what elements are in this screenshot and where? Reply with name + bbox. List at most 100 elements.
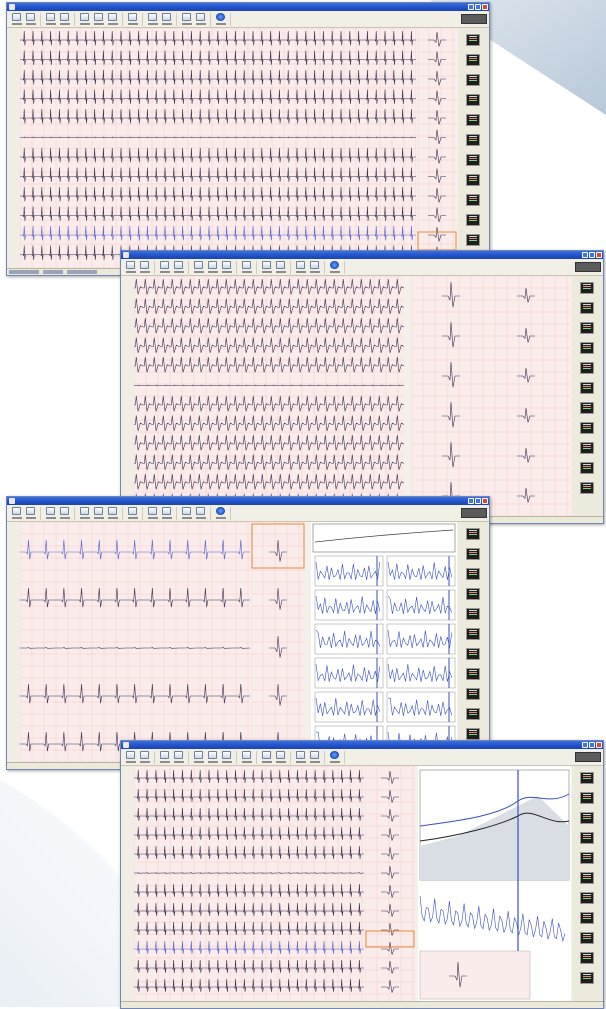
side-control-button[interactable] [580, 952, 594, 964]
toolbar-button[interactable] [261, 750, 272, 764]
toolbar-button[interactable] [275, 260, 286, 274]
title-bar[interactable] [7, 497, 489, 505]
title-bar[interactable] [7, 3, 489, 11]
window-maximize-icon[interactable] [589, 742, 595, 748]
side-control-button[interactable] [466, 194, 480, 206]
side-control-button[interactable] [466, 668, 480, 680]
toolbar-button[interactable] [195, 12, 206, 26]
side-control-button[interactable] [466, 688, 480, 700]
side-control-button[interactable] [466, 114, 480, 126]
side-control-button[interactable] [580, 892, 594, 904]
toolbar-button[interactable] [45, 506, 56, 520]
window-close-icon[interactable] [482, 498, 488, 504]
toolbar-button[interactable] [107, 12, 118, 26]
toolbar-button[interactable] [309, 750, 320, 764]
side-control-button[interactable] [580, 772, 594, 784]
toolbar-button[interactable] [59, 12, 70, 26]
side-control-button[interactable] [466, 214, 480, 226]
toolbar-button[interactable] [181, 506, 192, 520]
toolbar-button[interactable] [93, 12, 104, 26]
toolbar-button[interactable] [127, 12, 138, 26]
side-control-button[interactable] [580, 462, 594, 474]
toolbar-button[interactable] [195, 506, 206, 520]
side-control-button[interactable] [580, 872, 594, 884]
toolbar-button[interactable] [261, 260, 272, 274]
toolbar-button[interactable] [173, 750, 184, 764]
window-minimize-icon[interactable] [468, 498, 474, 504]
side-control-button[interactable] [580, 912, 594, 924]
title-bar[interactable] [121, 741, 603, 749]
side-control-button[interactable] [580, 482, 594, 494]
toolbar-button[interactable] [139, 750, 150, 764]
side-control-button[interactable] [580, 852, 594, 864]
window-close-icon[interactable] [596, 252, 602, 258]
toolbar-button[interactable] [193, 260, 204, 274]
window-minimize-icon[interactable] [468, 4, 474, 10]
window-close-icon[interactable] [596, 742, 602, 748]
toolbar-button[interactable] [215, 506, 226, 520]
toolbar-button[interactable] [309, 260, 320, 274]
side-control-button[interactable] [466, 728, 480, 740]
side-control-button[interactable] [466, 174, 480, 186]
side-control-button[interactable] [466, 94, 480, 106]
toolbar-button[interactable] [159, 260, 170, 274]
side-control-button[interactable] [580, 282, 594, 294]
toolbar-button[interactable] [329, 260, 340, 274]
side-control-button[interactable] [580, 382, 594, 394]
toolbar-button[interactable] [147, 12, 158, 26]
side-control-button[interactable] [466, 708, 480, 720]
toolbar-button[interactable] [161, 12, 172, 26]
side-control-button[interactable] [580, 402, 594, 414]
toolbar-button[interactable] [79, 12, 90, 26]
window-maximize-icon[interactable] [475, 4, 481, 10]
toolbar-button[interactable] [173, 260, 184, 274]
toolbar-button[interactable] [193, 750, 204, 764]
side-control-button[interactable] [466, 34, 480, 46]
window-maximize-icon[interactable] [475, 498, 481, 504]
side-control-button[interactable] [466, 134, 480, 146]
toolbar-button[interactable] [207, 750, 218, 764]
toolbar-button[interactable] [207, 260, 218, 274]
window-minimize-icon[interactable] [582, 252, 588, 258]
toolbar-button[interactable] [25, 506, 36, 520]
toolbar-button[interactable] [295, 260, 306, 274]
side-control-button[interactable] [580, 322, 594, 334]
toolbar-button[interactable] [329, 750, 340, 764]
side-control-button[interactable] [580, 932, 594, 944]
toolbar-button[interactable] [79, 506, 90, 520]
toolbar-button[interactable] [11, 12, 22, 26]
window-maximize-icon[interactable] [589, 252, 595, 258]
toolbar-button[interactable] [221, 750, 232, 764]
side-control-button[interactable] [580, 792, 594, 804]
toolbar-button[interactable] [125, 260, 136, 274]
side-control-button[interactable] [466, 608, 480, 620]
side-control-button[interactable] [466, 548, 480, 560]
toolbar-button[interactable] [221, 260, 232, 274]
window-close-icon[interactable] [482, 4, 488, 10]
side-control-button[interactable] [580, 832, 594, 844]
title-bar[interactable] [121, 251, 603, 259]
side-control-button[interactable] [466, 528, 480, 540]
side-control-button[interactable] [580, 442, 594, 454]
toolbar-button[interactable] [107, 506, 118, 520]
toolbar-button[interactable] [241, 750, 252, 764]
side-control-button[interactable] [580, 362, 594, 374]
toolbar-button[interactable] [125, 750, 136, 764]
toolbar-button[interactable] [59, 506, 70, 520]
side-control-button[interactable] [580, 302, 594, 314]
side-control-button[interactable] [466, 234, 480, 246]
side-control-button[interactable] [466, 74, 480, 86]
side-control-button[interactable] [580, 812, 594, 824]
side-control-button[interactable] [466, 628, 480, 640]
toolbar-button[interactable] [93, 506, 104, 520]
window-minimize-icon[interactable] [582, 742, 588, 748]
toolbar-button[interactable] [45, 12, 56, 26]
toolbar-button[interactable] [161, 506, 172, 520]
toolbar-button[interactable] [275, 750, 286, 764]
side-control-button[interactable] [580, 972, 594, 984]
toolbar-button[interactable] [147, 506, 158, 520]
toolbar-button[interactable] [181, 12, 192, 26]
toolbar-button[interactable] [25, 12, 36, 26]
toolbar-button[interactable] [159, 750, 170, 764]
side-control-button[interactable] [466, 648, 480, 660]
